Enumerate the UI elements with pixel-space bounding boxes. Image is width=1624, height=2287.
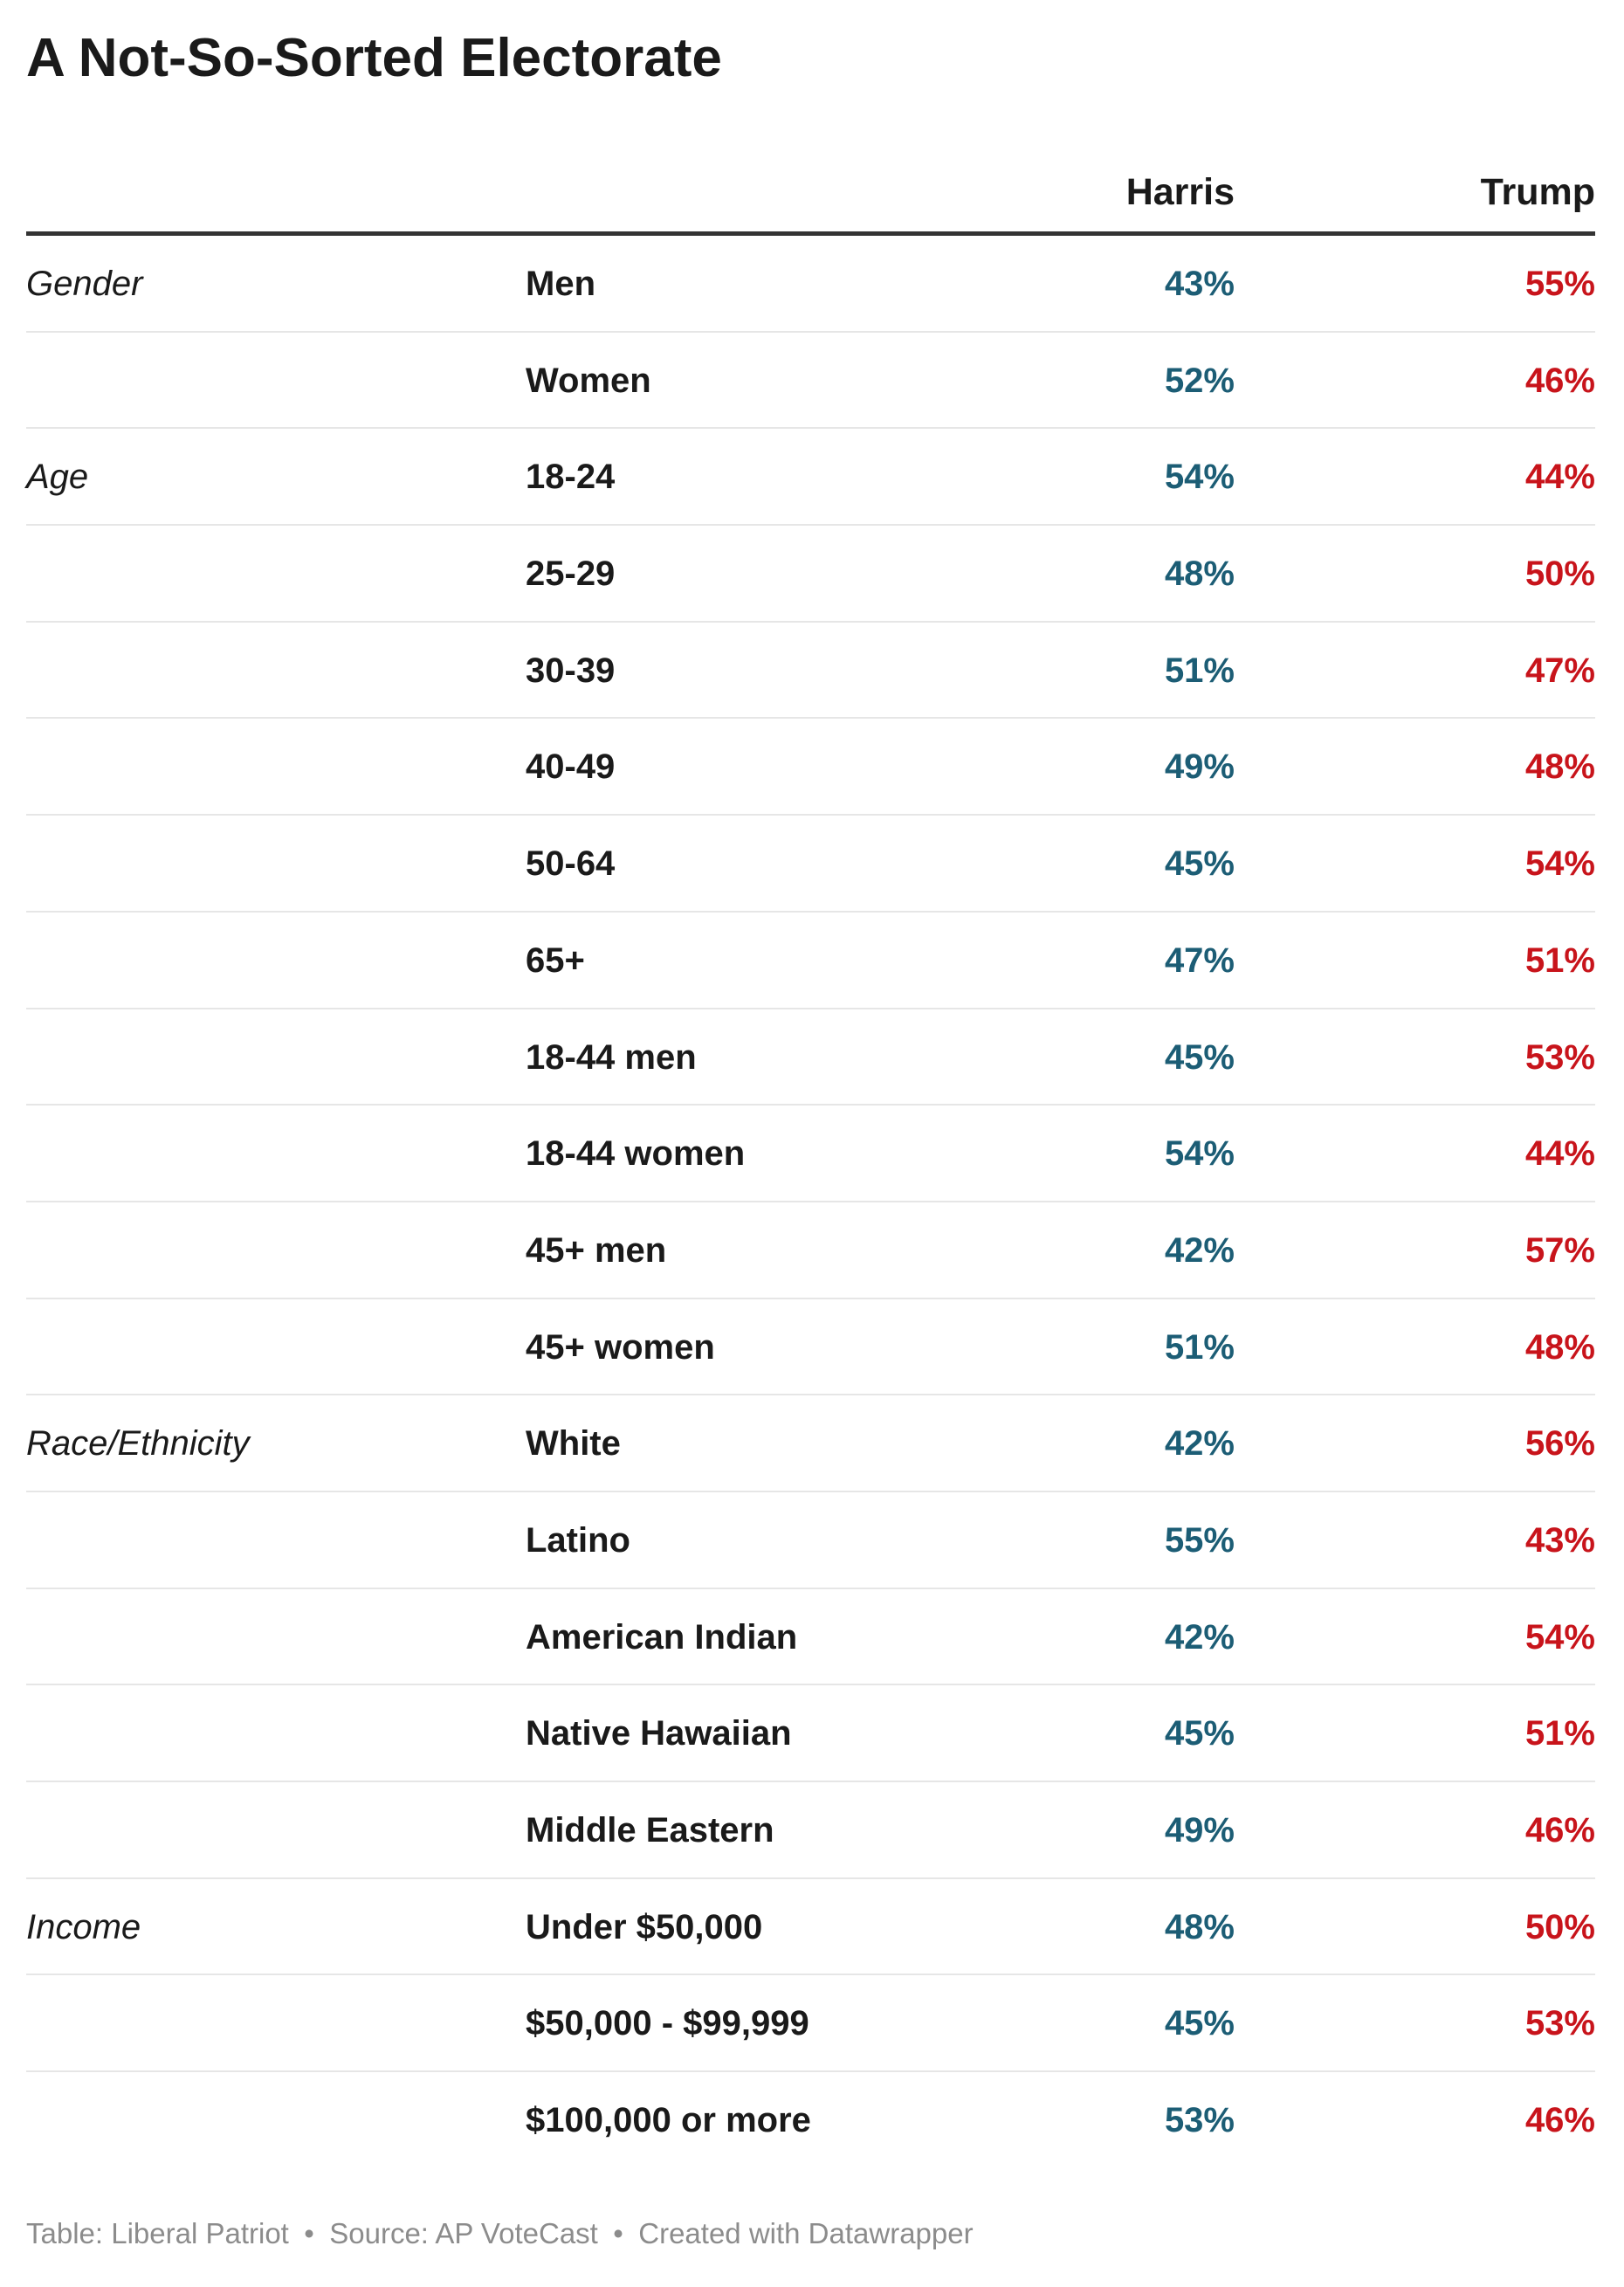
harris-value: 45% xyxy=(1164,1037,1235,1077)
table-row: 65+ 47% 51% xyxy=(26,913,1595,1009)
row-group-label: American Indian xyxy=(526,1617,798,1657)
harris-value: 42% xyxy=(1164,1617,1235,1657)
row-group-label: Under $50,000 xyxy=(526,1907,763,1946)
table-row: 45+ men 42% 57% xyxy=(26,1202,1595,1299)
row-group-label: White xyxy=(526,1424,621,1464)
table-row: 25-29 48% 50% xyxy=(26,526,1595,623)
row-group-label: 30-39 xyxy=(526,651,616,690)
chart-footer: Table: Liberal Patriot • Source: AP Vote… xyxy=(26,2215,974,2253)
trump-value: 56% xyxy=(1524,1424,1595,1464)
table-header: Harris Trump xyxy=(26,155,1595,234)
harris-value: 43% xyxy=(1164,265,1235,303)
table-row: Race/Ethnicity White 42% 56% xyxy=(26,1395,1595,1492)
table-row: Income Under $50,000 48% 50% xyxy=(26,1879,1595,1976)
row-category: Age xyxy=(26,458,89,497)
row-group-label: 65+ xyxy=(526,940,585,980)
harris-value: 45% xyxy=(1164,844,1235,884)
harris-value: 49% xyxy=(1164,1811,1235,1850)
trump-value: 51% xyxy=(1524,1714,1595,1753)
row-group-label: Native Hawaiian xyxy=(526,1714,792,1753)
trump-value: 54% xyxy=(1524,1617,1595,1657)
harris-value: 45% xyxy=(1164,2004,1235,2043)
trump-value: 55% xyxy=(1524,265,1595,303)
table-row: Gender Men 43% 55% xyxy=(26,236,1595,333)
table-row: 18-44 women 54% 44% xyxy=(26,1106,1595,1202)
trump-value: 46% xyxy=(1524,361,1595,400)
trump-value: 48% xyxy=(1524,747,1595,787)
row-group-label: 40-49 xyxy=(526,747,616,787)
table-row: $50,000 - $99,999 45% 53% xyxy=(26,1975,1595,2073)
trump-value: 47% xyxy=(1524,651,1595,690)
column-header-trump: Trump xyxy=(1480,171,1595,213)
trump-value: 53% xyxy=(1524,1037,1595,1077)
harris-value: 42% xyxy=(1164,1230,1235,1270)
table-row: 40-49 49% 48% xyxy=(26,719,1595,816)
trump-value: 50% xyxy=(1524,555,1595,594)
column-header-harris: Harris xyxy=(1125,171,1235,213)
table-row: 50-64 45% 54% xyxy=(26,816,1595,913)
row-group-label: 18-44 men xyxy=(526,1037,697,1077)
row-category: Income xyxy=(26,1907,141,1946)
trump-value: 44% xyxy=(1524,1134,1595,1174)
row-group-label: $50,000 - $99,999 xyxy=(526,2004,809,2043)
footer-source: Source: AP VoteCast xyxy=(329,2217,598,2249)
harris-value: 53% xyxy=(1164,2101,1235,2140)
table-row: American Indian 42% 54% xyxy=(26,1589,1595,1686)
table-row: 18-44 men 45% 53% xyxy=(26,1009,1595,1106)
table-row: $100,000 or more 53% 46% xyxy=(26,2072,1595,2169)
row-category: Gender xyxy=(26,265,143,303)
table-row: 30-39 51% 47% xyxy=(26,623,1595,720)
row-group-label: 45+ women xyxy=(526,1327,715,1367)
harris-value: 48% xyxy=(1164,555,1235,594)
row-category: Race/Ethnicity xyxy=(26,1424,250,1464)
footer-separator: • xyxy=(613,2217,623,2249)
trump-value: 51% xyxy=(1524,940,1595,980)
harris-value: 51% xyxy=(1164,1327,1235,1367)
table-row: 45+ women 51% 48% xyxy=(26,1299,1595,1396)
table-row: Latino 55% 43% xyxy=(26,1492,1595,1589)
table-body: Gender Men 43% 55% Women 52% 46% Age 18-24 54% 44%… xyxy=(26,236,1595,2169)
trump-value: 53% xyxy=(1524,2004,1595,2043)
harris-value: 54% xyxy=(1164,458,1235,497)
table-row: Middle Eastern 49% 46% xyxy=(26,1782,1595,1879)
row-group-label: 18-24 xyxy=(526,458,616,497)
harris-value: 55% xyxy=(1164,1520,1235,1560)
harris-value: 48% xyxy=(1164,1907,1235,1946)
trump-value: 48% xyxy=(1524,1327,1595,1367)
trump-value: 57% xyxy=(1524,1230,1595,1270)
harris-value: 45% xyxy=(1164,1714,1235,1753)
trump-value: 46% xyxy=(1524,1811,1595,1850)
row-group-label: 25-29 xyxy=(526,555,616,594)
row-group-label: 45+ men xyxy=(526,1230,667,1270)
harris-value: 54% xyxy=(1164,1134,1235,1174)
trump-value: 46% xyxy=(1524,2101,1595,2140)
footer-created-with: Created with Datawrapper xyxy=(638,2217,974,2249)
row-group-label: 50-64 xyxy=(526,844,616,884)
trump-value: 43% xyxy=(1524,1520,1595,1560)
trump-value: 44% xyxy=(1524,458,1595,497)
trump-value: 50% xyxy=(1524,1907,1595,1946)
harris-value: 42% xyxy=(1164,1424,1235,1464)
row-group-label: Men xyxy=(526,265,595,303)
table-row: Native Hawaiian 45% 51% xyxy=(26,1685,1595,1782)
harris-value: 52% xyxy=(1164,361,1235,400)
harris-value: 47% xyxy=(1164,940,1235,980)
row-group-label: Latino xyxy=(526,1520,630,1560)
harris-value: 49% xyxy=(1164,747,1235,787)
table-row: Women 52% 46% xyxy=(26,333,1595,430)
row-group-label: $100,000 or more xyxy=(526,2101,811,2140)
row-group-label: Middle Eastern xyxy=(526,1811,774,1850)
row-group-label: Women xyxy=(526,361,651,400)
footer-table-credit: Table: Liberal Patriot xyxy=(26,2217,289,2249)
table-row: Age 18-24 54% 44% xyxy=(26,429,1595,527)
footer-separator: • xyxy=(304,2217,314,2249)
harris-value: 51% xyxy=(1164,651,1235,690)
trump-value: 54% xyxy=(1524,844,1595,884)
chart-title: A Not-So-Sorted Electorate xyxy=(26,28,722,88)
row-group-label: 18-44 women xyxy=(526,1134,746,1174)
header-divider xyxy=(26,231,1595,236)
